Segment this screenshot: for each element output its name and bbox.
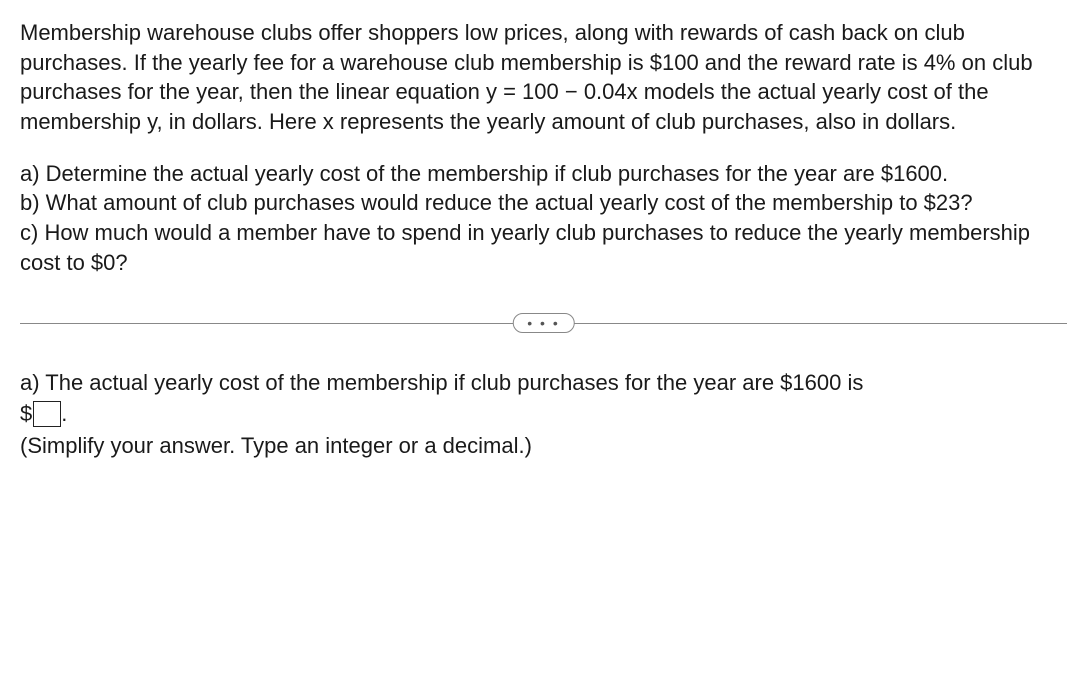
section-divider: • • • bbox=[20, 308, 1067, 338]
period: . bbox=[61, 401, 67, 426]
currency-symbol: $ bbox=[20, 399, 32, 429]
answer-input[interactable] bbox=[33, 401, 61, 427]
answer-prompt-a: a) The actual yearly cost of the members… bbox=[20, 368, 1067, 398]
expand-pill[interactable]: • • • bbox=[512, 313, 574, 333]
question-b: b) What amount of club purchases would r… bbox=[20, 188, 1067, 218]
problem-intro: Membership warehouse clubs offer shopper… bbox=[20, 18, 1067, 137]
answer-input-row: $ . bbox=[20, 399, 1067, 429]
answer-hint: (Simplify your answer. Type an integer o… bbox=[20, 431, 1067, 461]
question-a: a) Determine the actual yearly cost of t… bbox=[20, 159, 1067, 189]
question-list: a) Determine the actual yearly cost of t… bbox=[20, 159, 1067, 278]
question-c: c) How much would a member have to spend… bbox=[20, 218, 1067, 277]
